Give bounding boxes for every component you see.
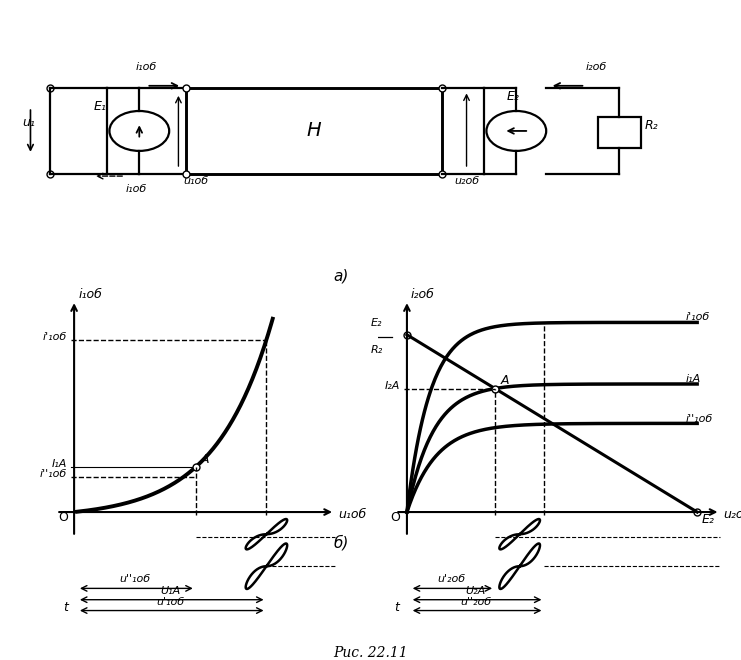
Text: O: O (59, 511, 68, 524)
Text: i'₁об: i'₁об (43, 332, 67, 342)
Text: u'₁об: u'₁об (156, 597, 185, 607)
Text: E₂: E₂ (702, 513, 714, 526)
Text: U₁А: U₁А (160, 586, 180, 596)
Text: I₁А: I₁А (52, 459, 67, 469)
Text: U₂А: U₂А (465, 586, 486, 596)
Text: u₁об: u₁об (184, 176, 209, 186)
Text: I₂А: I₂А (385, 381, 400, 391)
Bar (598, 117, 641, 148)
Text: i₁А: i₁А (685, 374, 701, 383)
Text: i₁об: i₁об (79, 288, 102, 301)
Text: t: t (63, 601, 67, 614)
Text: u₂об: u₂об (723, 508, 741, 521)
Text: R₂: R₂ (645, 119, 658, 131)
Text: O: O (391, 511, 400, 524)
Text: i'₁об: i'₁об (685, 312, 710, 322)
Text: i''₁об: i''₁об (40, 469, 67, 478)
Text: u'₂об: u'₂об (437, 574, 465, 585)
Text: A: A (200, 453, 209, 466)
Text: u₁об: u₁об (338, 508, 366, 521)
Text: E₂: E₂ (371, 318, 382, 328)
Text: A: A (501, 374, 509, 387)
Text: t: t (394, 601, 399, 614)
Text: E₁: E₁ (94, 100, 107, 113)
Text: H: H (306, 121, 321, 141)
Text: i₁об: i₁об (136, 62, 157, 72)
Text: Рис. 22.11: Рис. 22.11 (333, 645, 408, 660)
Text: u''₁об: u''₁об (119, 574, 150, 585)
Text: u₂об: u₂об (454, 176, 479, 186)
Text: u₁: u₁ (23, 116, 36, 129)
Text: i₂об: i₂об (411, 288, 435, 301)
Text: i₂об: i₂об (585, 62, 607, 72)
Text: u''₂об: u''₂об (460, 597, 491, 607)
Text: E₂: E₂ (506, 90, 519, 103)
Text: i''₁об: i''₁об (685, 414, 713, 424)
Text: а): а) (333, 269, 348, 284)
Text: R₂: R₂ (370, 345, 383, 356)
Bar (185, 88, 442, 174)
Text: i₁об: i₁об (125, 183, 147, 194)
Text: б): б) (333, 535, 348, 551)
